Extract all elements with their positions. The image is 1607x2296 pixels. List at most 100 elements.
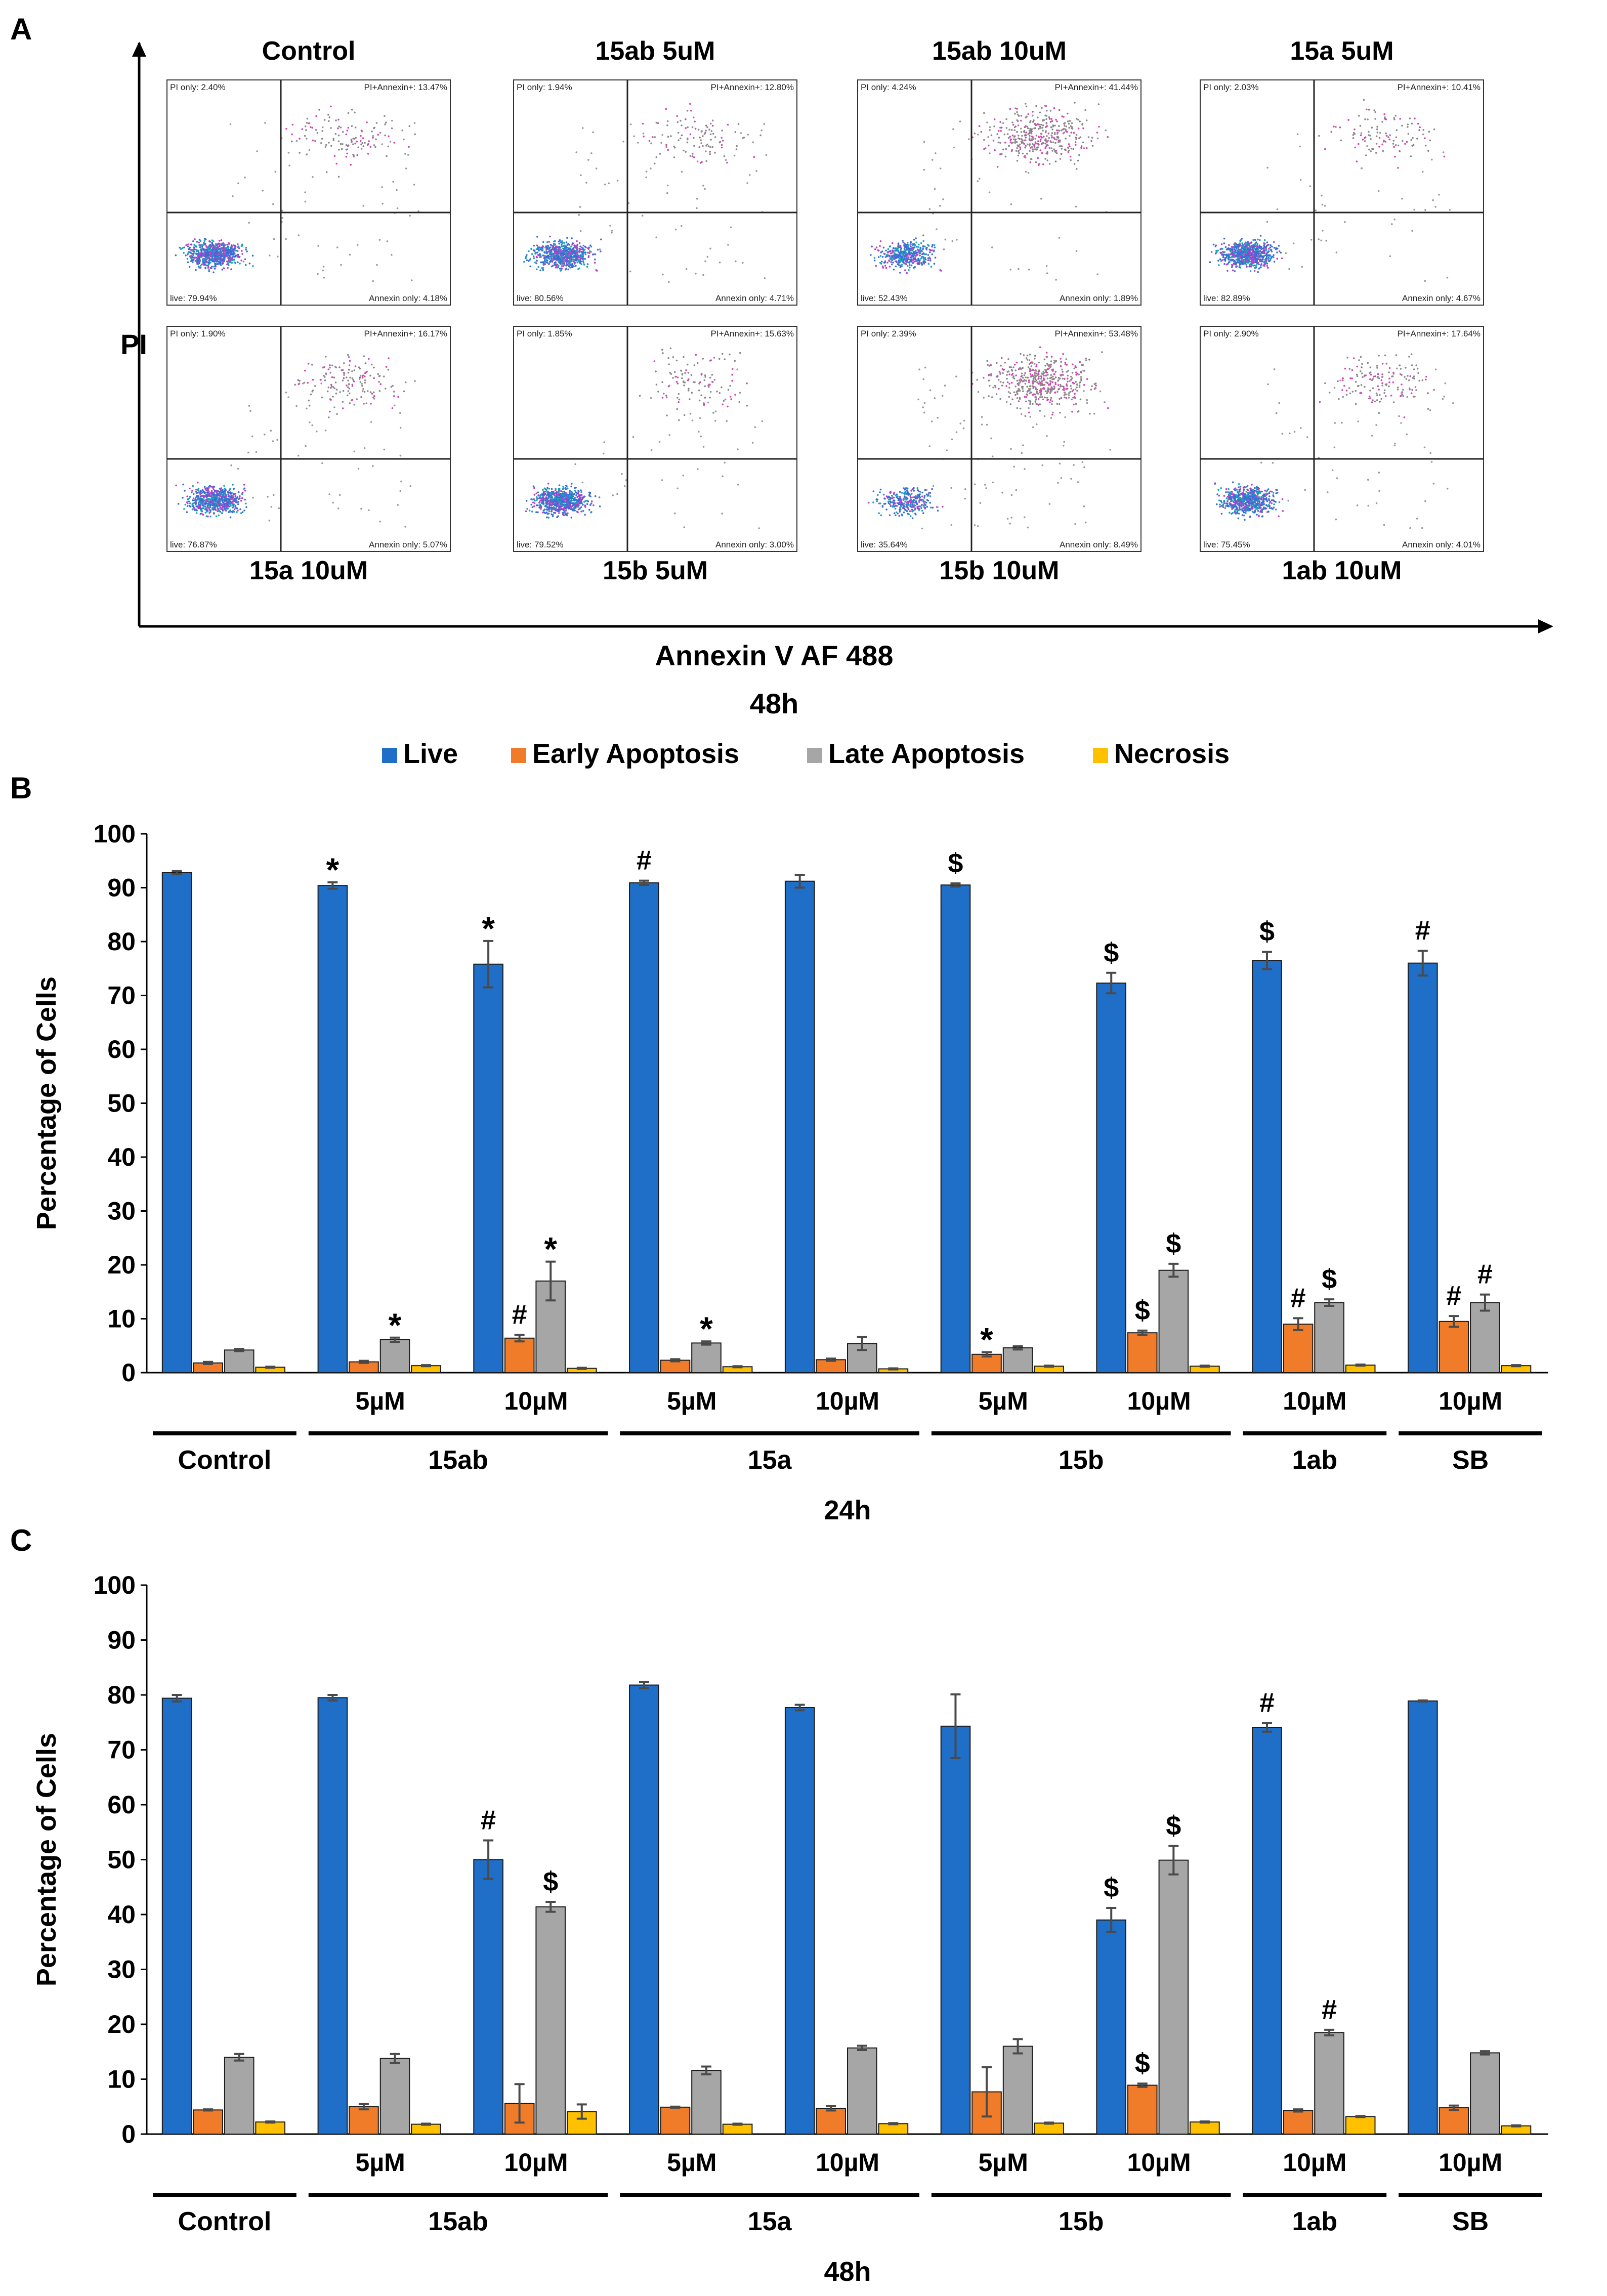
y-tick-label: 90 — [107, 1626, 136, 1654]
panel-a-x-axis-label: Annexin V AF 488 — [655, 640, 894, 671]
condition-label: 5µM — [979, 2148, 1028, 2177]
significance-mark: * — [389, 1306, 402, 1344]
group-label: 15a — [748, 1445, 792, 1475]
dot-plot-8: 1ab 10uM PI only: 2.90% PI+Annexin+: 17.64… — [1200, 326, 1484, 585]
y-tick-label: 30 — [107, 1197, 136, 1225]
dot-cloud — [525, 347, 764, 529]
dot-plot-title: 1ab 10uM — [1282, 556, 1402, 585]
bar-live — [940, 1725, 971, 2135]
bar-late-apoptosis — [691, 1342, 722, 1373]
significance-mark: # — [1477, 1259, 1493, 1290]
quadrant-pi-only: PI only: 2.40% — [170, 82, 226, 92]
bar-late-apoptosis — [1002, 1347, 1033, 1373]
dot-plot-title: 15ab 5uM — [596, 36, 715, 66]
quadrant-annexin-only: Annexin only: 8.49% — [1060, 540, 1138, 549]
dot-plot-frame — [513, 79, 797, 306]
y-axis-label: Percentage of Cells — [31, 1733, 62, 1986]
bar-late-apoptosis — [1002, 2046, 1033, 2135]
panel-letter: B — [10, 771, 32, 805]
y-tick-label: 0 — [121, 2120, 136, 2148]
bar-early-apoptosis — [816, 2108, 847, 2135]
panel-a-dot-plots: Control PI only: 2.40% PI+Annexin+: 13.47%… — [166, 36, 1484, 585]
bar-late-apoptosis — [224, 1349, 255, 1374]
group-label: Control — [178, 1445, 271, 1475]
x-axis-title: 48h — [824, 2257, 871, 2287]
y-tick-label: 80 — [107, 927, 136, 956]
significance-mark: $ — [1104, 938, 1119, 968]
group-label: SB — [1452, 1445, 1489, 1475]
bar-early-apoptosis — [193, 2109, 223, 2135]
y-tick-label: 70 — [107, 1736, 136, 1764]
significance-mark: $ — [1135, 1295, 1150, 1326]
quadrant-annexin-only: Annexin only: 4.18% — [369, 293, 447, 303]
condition-label: 10µM — [816, 2148, 879, 2177]
dot-cloud — [1209, 99, 1451, 282]
y-tick-label: 50 — [107, 1846, 136, 1874]
quadrant-pi-only: PI only: 4.24% — [861, 82, 916, 92]
condition-label: 10µM — [1439, 1387, 1502, 1415]
significance-mark: $ — [948, 848, 963, 878]
panel-a-letter: A — [10, 12, 32, 46]
dot-plot-frame — [166, 79, 451, 306]
dot-plot-6: 15b 5uM PI only: 1.85% PI+Annexin+: 15.63%… — [513, 326, 797, 585]
condition-label: 5µM — [979, 1387, 1028, 1415]
bar-necrosis — [1345, 2116, 1376, 2135]
quadrant-pi-annexin: PI+Annexin+: 17.64% — [1398, 329, 1481, 338]
panel-a-y-arrowhead — [132, 41, 146, 57]
significance-mark: # — [1259, 1687, 1275, 1718]
chart-c-48h: C 0 10 20 30 40 50 60 70 80 90 100 Percentage of Cel… — [10, 1523, 1548, 2287]
legend-item-live: Live — [382, 739, 458, 769]
significance-mark: # — [1446, 1281, 1461, 1311]
quadrant-annexin-only: Annexin only: 4.71% — [715, 293, 794, 303]
panel-letter: C — [10, 1523, 32, 1557]
dot-plot-frame — [857, 326, 1141, 552]
bar-live — [1408, 1700, 1438, 2135]
quadrant-pi-only: PI only: 2.03% — [1203, 82, 1259, 92]
quadrant-pi-only: PI only: 2.90% — [1203, 329, 1259, 338]
y-tick-label: 20 — [107, 2010, 136, 2038]
legend-label: Early Apoptosis — [532, 739, 739, 769]
condition-label: 10µM — [1283, 2148, 1346, 2177]
quadrant-live: live: 75.45% — [1203, 540, 1250, 549]
quadrant-live: live: 79.94% — [170, 293, 217, 303]
bar-early-apoptosis — [349, 2106, 379, 2135]
group-label: Control — [178, 2207, 271, 2236]
legend-swatch — [807, 748, 822, 763]
bar-late-apoptosis — [1470, 2052, 1500, 2135]
legend-label: Live — [403, 739, 458, 769]
significance-mark: # — [1291, 1283, 1306, 1313]
bar-late-apoptosis — [379, 2058, 410, 2135]
bar-early-apoptosis — [1439, 2107, 1469, 2135]
condition-label: 5µM — [667, 1387, 716, 1415]
dot-cloud — [175, 354, 416, 528]
significance-mark: $ — [1259, 916, 1275, 947]
condition-label: 10µM — [1439, 2148, 1502, 2177]
dot-plot-3: 15ab 10uM PI only: 4.24% PI+Annexin+: 41.4… — [857, 36, 1141, 306]
bar-live — [161, 1697, 192, 2135]
significance-mark: # — [637, 845, 652, 876]
bar-live — [161, 872, 192, 1373]
bar-necrosis — [1190, 2121, 1220, 2135]
significance-mark: $ — [1104, 1873, 1119, 1903]
group-label: 1ab — [1292, 2207, 1338, 2236]
dot-plot-7: 15b 10uM PI only: 2.39% PI+Annexin+: 53.48… — [857, 326, 1141, 585]
y-tick-label: 90 — [107, 874, 136, 902]
significance-mark: $ — [1322, 1264, 1337, 1294]
y-tick-label: 20 — [107, 1251, 136, 1279]
quadrant-pi-only: PI only: 1.94% — [517, 82, 572, 92]
quadrant-pi-annexin: PI+Annexin+: 41.44% — [1055, 82, 1138, 92]
condition-label: 5µM — [667, 2148, 716, 2177]
dot-plot-4: 15a 5uM PI only: 2.03% PI+Annexin+: 10.41%… — [1200, 36, 1484, 306]
y-axis-label: Percentage of Cells — [31, 976, 62, 1230]
condition-label: 5µM — [356, 2148, 405, 2177]
bar-early-apoptosis — [1283, 2110, 1314, 2135]
quadrant-live: live: 76.87% — [170, 540, 217, 549]
y-tick-label: 60 — [107, 1791, 136, 1819]
significance-mark: # — [1415, 915, 1430, 946]
condition-label: 10µM — [816, 1387, 879, 1415]
dot-plot-frame — [166, 326, 451, 552]
x-axis-title: 24h — [824, 1495, 871, 1525]
quadrant-pi-annexin: PI+Annexin+: 10.41% — [1398, 82, 1481, 92]
significance-mark: * — [700, 1310, 713, 1347]
dot-plot-title: 15ab 10uM — [932, 36, 1067, 66]
